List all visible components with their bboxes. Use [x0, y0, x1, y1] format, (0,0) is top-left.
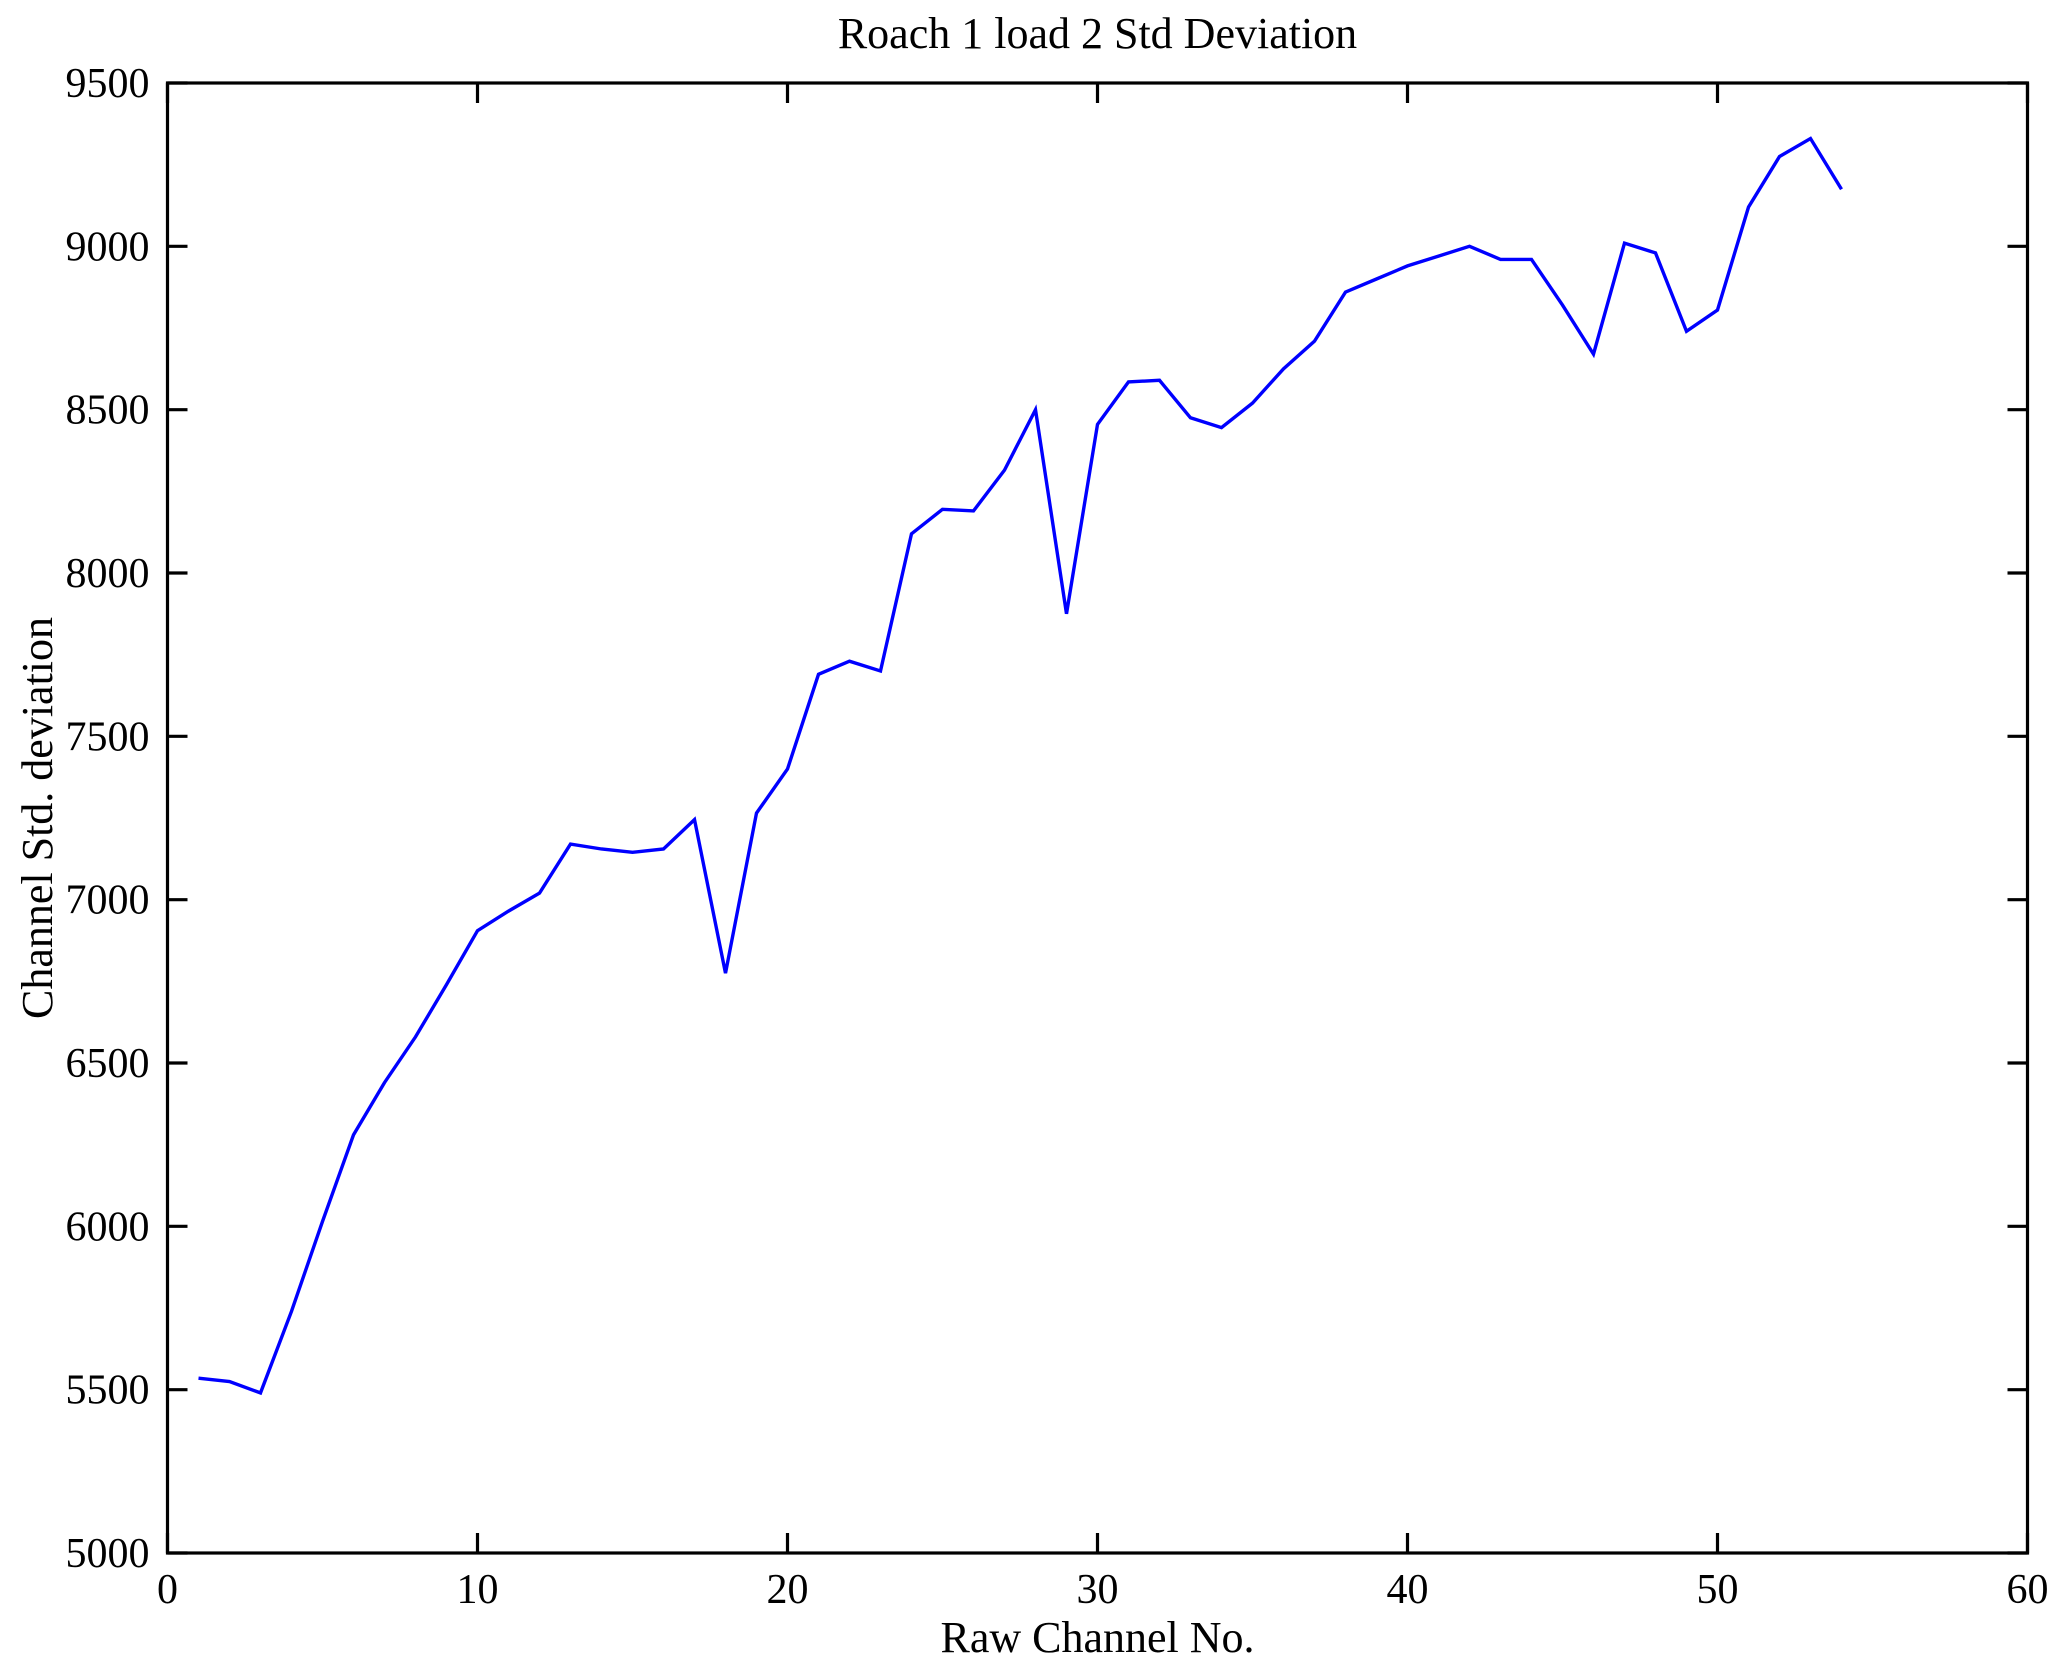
y-tick-label: 6000	[66, 1204, 150, 1250]
y-tick-label: 7000	[66, 878, 150, 924]
x-tick-label: 0	[157, 1567, 178, 1613]
y-tick-label: 8500	[66, 388, 150, 434]
x-tick-label: 20	[767, 1567, 809, 1613]
x-tick-label: 30	[1077, 1567, 1119, 1613]
y-axis-label: Channel Std. deviation	[13, 617, 62, 1019]
y-tick-label: 9500	[66, 61, 150, 107]
y-tick-label: 5000	[66, 1531, 150, 1577]
x-tick-label: 60	[2007, 1567, 2049, 1613]
y-tick-label: 8000	[66, 551, 150, 597]
x-axis-label: Raw Channel No.	[940, 1613, 1254, 1662]
data-line	[198, 136, 1843, 1396]
y-tick-label: 6500	[66, 1041, 150, 1087]
chart-title: Roach 1 load 2 Std Deviation	[838, 9, 1357, 58]
x-tick-label: 50	[1697, 1567, 1739, 1613]
x-tick-label: 40	[1387, 1567, 1429, 1613]
y-tick-label: 5500	[66, 1368, 150, 1414]
x-tick-label: 10	[457, 1567, 499, 1613]
y-tick-label: 7500	[66, 714, 150, 760]
y-tick-label: 9000	[66, 224, 150, 270]
plot-frame	[165, 81, 2030, 1555]
